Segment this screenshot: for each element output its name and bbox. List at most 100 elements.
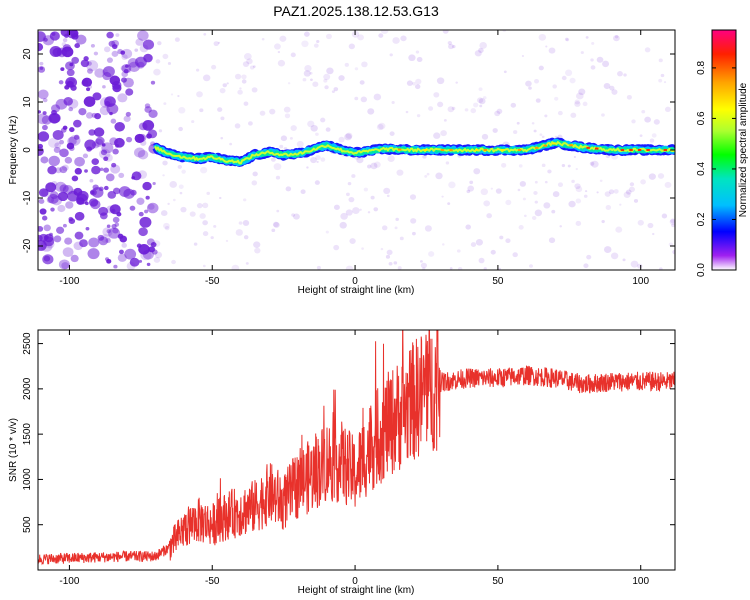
- spectrogram-noise-blob: [389, 53, 393, 57]
- spectrogram-noise-blob: [196, 91, 203, 98]
- spectrogram-noise-blob: [38, 146, 44, 156]
- spectrogram-noise-blob: [67, 136, 77, 146]
- spectrogram-noise-blob: [533, 190, 538, 195]
- spectrogram-noise-blob: [38, 42, 44, 52]
- spectrogram-noise-blob: [241, 74, 247, 80]
- spectrogram-noise-blob: [293, 213, 300, 220]
- spectrogram-noise-blob: [105, 257, 110, 261]
- spectrogram-noise-blob: [316, 40, 320, 44]
- spectrogram-noise-blob: [354, 96, 359, 101]
- spectrogram-y-tick-label: 0: [22, 147, 33, 153]
- spectrogram-noise-blob: [326, 67, 334, 75]
- spectrogram-noise-blob: [608, 189, 615, 195]
- spectrogram-noise-blob: [199, 213, 206, 219]
- spectrogram-noise-blob: [139, 216, 152, 228]
- spectrogram-noise-blob: [658, 78, 663, 83]
- spectrogram-noise-blob: [331, 90, 335, 93]
- spectrogram-noise-blob: [333, 244, 340, 251]
- spectrogram-noise-blob: [139, 44, 149, 53]
- spectrogram-noise-blob: [109, 75, 121, 86]
- spectrogram-noise-blob: [117, 93, 128, 103]
- spectrogram-noise-blob: [125, 64, 129, 68]
- spectrogram-noise-blob: [664, 181, 672, 189]
- spectrogram-noise-blob: [58, 259, 70, 270]
- spectrogram-noise-blob: [389, 131, 395, 136]
- spectrogram-noise-blob: [383, 187, 391, 195]
- spectrogram-noise-blob: [316, 265, 321, 270]
- spectrogram-noise-blob: [150, 80, 156, 85]
- spectrogram-noise-blob: [106, 103, 119, 115]
- colorbar-tick-label: 0.2: [696, 212, 707, 226]
- spectrogram-noise-blob: [599, 179, 603, 182]
- spectrogram-noise-blob: [243, 235, 249, 240]
- spectrogram-noise-blob: [464, 108, 469, 112]
- spectrogram-noise-blob: [405, 110, 409, 114]
- snr-x-tick-label: 100: [632, 576, 649, 587]
- spectrogram-noise-blob: [82, 153, 89, 159]
- spectrogram-noise-blob: [637, 263, 643, 269]
- spectrogram-noise-blob: [473, 168, 481, 175]
- spectrogram-noise-blob: [547, 169, 552, 174]
- spectrogram-noise-blob: [93, 51, 99, 56]
- spectrogram-noise-blob: [138, 227, 148, 237]
- colorbar-ticks: 0.0 0.2 0.4 0.6 0.8: [696, 61, 736, 277]
- spectrogram-noise-blob: [399, 236, 404, 241]
- spectrogram-noise-blob: [582, 101, 588, 107]
- spectrogram-noise-blob: [152, 182, 156, 186]
- spectrogram-noise-blob: [112, 148, 119, 155]
- spectrogram-y-tick-label: 20: [22, 48, 33, 60]
- spectrogram-noise-blob: [564, 37, 569, 41]
- spectrogram-noise-blob: [437, 101, 444, 108]
- spectrogram-noise-blob: [361, 247, 364, 250]
- spectrogram-noise-blob: [561, 163, 566, 168]
- spectrogram-noise-blob: [80, 59, 90, 68]
- spectrogram-noise-blob: [65, 77, 78, 88]
- spectrogram-noise-blob: [565, 38, 570, 42]
- spectrogram-noise-blob: [671, 223, 675, 228]
- spectrogram-noise-blob: [125, 88, 134, 96]
- spectrogram-noise-blob: [103, 185, 109, 191]
- spectrogram-noise-blob: [478, 47, 484, 53]
- spectrogram-noise-blob: [137, 133, 147, 142]
- spectrogram-noise-blob: [45, 240, 55, 249]
- spectrogram-noise-blob: [62, 247, 74, 258]
- spectrogram-noise-blob: [414, 84, 421, 90]
- colorbar-gradient: [712, 30, 736, 270]
- spectrogram-noise-blob: [145, 195, 150, 200]
- spectrogram-noise-blob: [584, 190, 588, 193]
- spectrogram-noise-blob: [578, 88, 586, 96]
- spectrogram-noise-blob: [640, 179, 646, 185]
- spectrogram-noise-blob: [661, 213, 668, 219]
- spectrogram-noise-blob: [344, 62, 349, 67]
- spectrogram-noise-blob: [47, 165, 57, 175]
- spectrogram-noise-blob: [106, 31, 114, 39]
- spectrogram-noise-blob: [91, 112, 98, 118]
- spectrogram-noise-blob: [408, 54, 416, 62]
- spectrogram-noise-blob: [112, 83, 122, 93]
- spectrogram-noise-blob: [521, 55, 525, 58]
- spectrogram-noise-blob: [554, 96, 559, 101]
- spectrogram-noise-blob: [153, 68, 161, 76]
- spectrogram-noise-blob: [146, 202, 159, 214]
- spectrogram-noise-blob: [622, 258, 626, 262]
- spectrogram-noise-blob: [499, 235, 504, 240]
- spectrogram-noise-blob: [316, 160, 319, 164]
- spectrogram-noise-blob: [385, 254, 391, 259]
- spectrogram-noise-blob: [356, 156, 364, 164]
- spectrogram-noise-blob: [490, 249, 496, 255]
- spectrogram-noise-blob: [370, 195, 375, 200]
- spectrogram-noise-blob: [333, 204, 340, 210]
- spectrogram-noise-blob: [65, 201, 74, 209]
- spectrogram-noise-blob: [87, 68, 93, 74]
- spectrogram-noise-blob: [422, 267, 426, 270]
- spectrogram-noise-blob: [338, 136, 345, 143]
- spectrogram-noise-blob: [290, 125, 297, 131]
- spectrogram-noise-blob: [68, 78, 75, 85]
- spectrogram-noise-blob: [42, 124, 48, 131]
- spectrogram-noise-blob: [92, 92, 102, 101]
- spectrogram-noise-blob: [614, 35, 619, 39]
- spectrogram-noise-blob: [238, 221, 243, 225]
- spectrogram-noise-blob: [310, 156, 317, 164]
- spectrogram-noise-blob: [242, 220, 250, 226]
